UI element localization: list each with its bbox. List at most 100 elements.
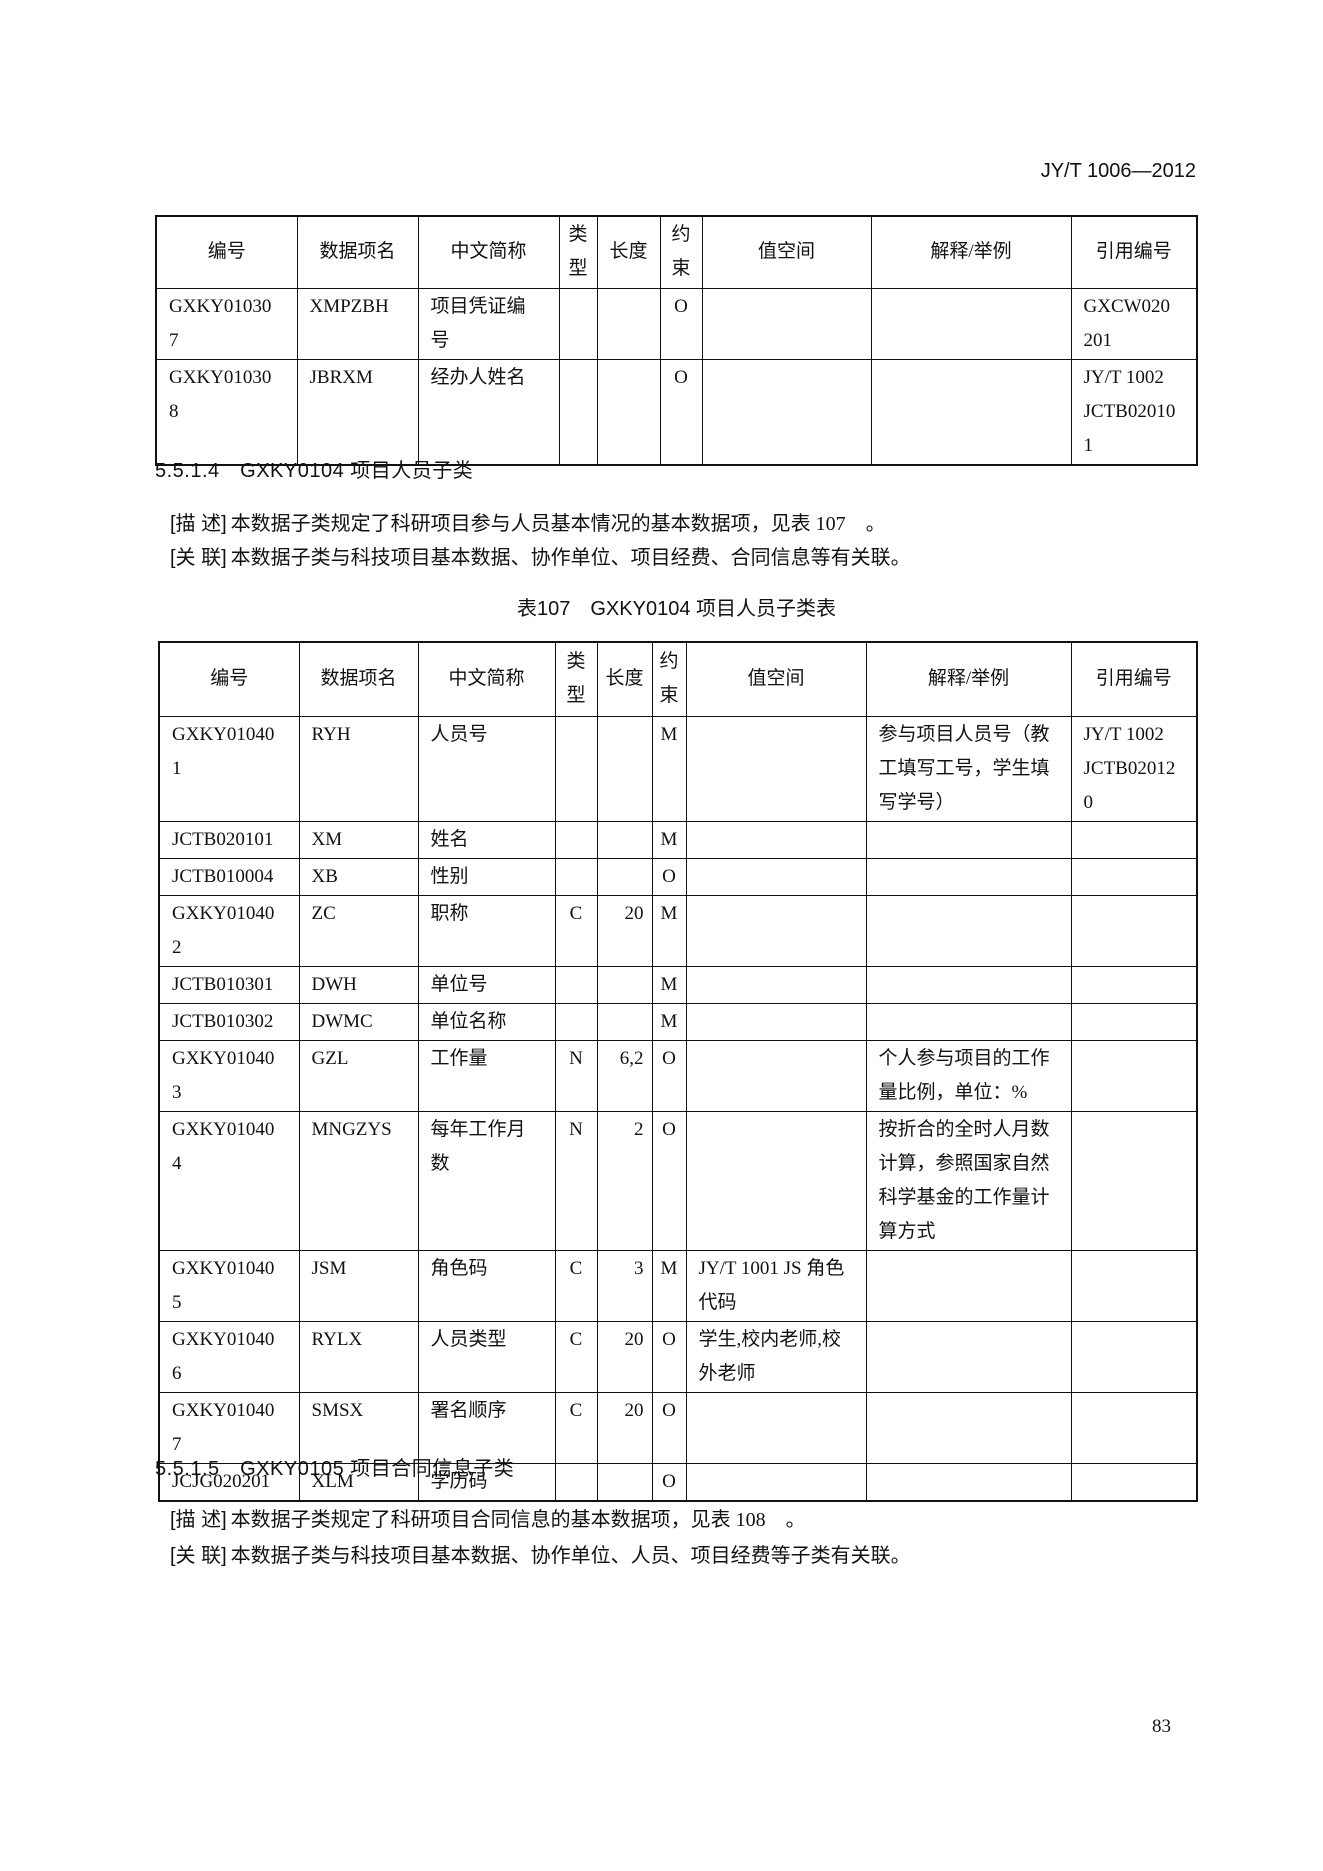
header-row: 编号 数据项名 中文简称 类型 长度 约束 值空间 解释/举例 引用编号: [155, 215, 1198, 289]
relation: [关 联] 本数据子类与科技项目基本数据、协作单位、人员、项目经费等子类有关联。: [170, 1539, 911, 1568]
header-cell: 值空间: [701, 215, 872, 289]
cell: 姓名: [417, 820, 556, 859]
data-table: 编号 数据项名 中文简称 类型 长度 约束 值空间 解释/举例 引用编号 GXKY010401 RY…: [158, 641, 1198, 1502]
cell: JCTB010004: [158, 857, 300, 896]
cell: RYLX: [298, 1320, 419, 1393]
cell: [865, 1462, 1072, 1501]
header-cell: 中文简称: [417, 641, 556, 717]
cell: O: [651, 1110, 687, 1251]
text: 本数据子类与科技项目基本数据、协作单位、项目经费、合同信息等有关联。: [230, 547, 911, 569]
cell: [865, 1249, 1072, 1322]
row: JCTB020101 XM 姓名 M: [158, 820, 1198, 859]
cell: SMSX: [298, 1391, 419, 1464]
row: GXKY010404 MNGZYS 每年工作月数 N 2 O 按折合的全时人月数计算，参照国…: [158, 1110, 1198, 1251]
cell: [1070, 1320, 1198, 1393]
cell: 20: [596, 1320, 653, 1393]
cell: O: [659, 358, 703, 465]
cell: 职称: [417, 894, 556, 967]
label: [关 联]: [170, 1545, 227, 1567]
text: 本数据子类与科技项目基本数据、协作单位、人员、项目经费等子类有关联。: [230, 1545, 911, 1567]
cell: [1070, 1249, 1198, 1322]
cell: JBRXM: [296, 358, 419, 465]
cell: [865, 1391, 1072, 1464]
cell: [558, 358, 598, 465]
cell: O: [651, 1462, 687, 1501]
cell: 6,2: [596, 1039, 653, 1112]
header-cell: 解释/举例: [870, 215, 1072, 289]
cell: [685, 1391, 867, 1464]
row: JCTB010302 DWMC 单位名称 M: [158, 1002, 1198, 1041]
header-cell: 中文简称: [417, 215, 560, 289]
cell: O: [651, 1391, 687, 1464]
header-cell: 引用编号: [1070, 215, 1198, 289]
cell: O: [659, 287, 703, 360]
cell: C: [554, 1249, 598, 1322]
cell: [685, 1002, 867, 1041]
cell: GXCW020201: [1070, 287, 1198, 360]
cell: 单位号: [417, 965, 556, 1004]
row: JCJG020201 XLM 学历码 O: [158, 1462, 1198, 1501]
cell: [596, 1462, 653, 1501]
cell: 3: [596, 1249, 653, 1322]
cell: 署名顺序: [417, 1391, 556, 1464]
text: 本数据子类规定了科研项目参与人员基本情况的基本数据项，见表 107 。: [230, 513, 886, 535]
cell: JY/T 1002 JCTB020101: [1070, 358, 1198, 465]
cell: JY/T 1001 JS 角色代码: [685, 1249, 867, 1322]
cell: XB: [298, 857, 419, 896]
row: GXKY010307 XMPZBH 项目凭证编号 O GXCW020201: [155, 287, 1198, 360]
label: [描 述]: [170, 1509, 227, 1531]
cell: N: [554, 1110, 598, 1251]
table-caption: 表107 GXKY0104 项目人员子类表: [517, 598, 836, 620]
page-number: 83: [1152, 1716, 1171, 1737]
row: GXKY010403 GZL 工作量 N 6,2 O 个人参与项目的工作量比例，单位：%: [158, 1039, 1198, 1112]
data-table: 编号 数据项名 中文简称 类型 长度 约束 值空间 解释/举例 引用编号 GXKY010307 XM…: [155, 215, 1198, 466]
cell: GXKY010404: [158, 1110, 300, 1251]
cell: RYH: [298, 715, 419, 822]
cell: [558, 287, 598, 360]
row: GXKY010402 ZC 职称 C 20 M: [158, 894, 1198, 967]
header-cell: 约束: [651, 641, 687, 717]
relation: [关 联] 本数据子类与科技项目基本数据、协作单位、项目经费、合同信息等有关联。: [170, 541, 911, 570]
cell: ZC: [298, 894, 419, 967]
cell: 经办人姓名: [417, 358, 560, 465]
header-cell: 类型: [558, 215, 598, 289]
cell: [870, 287, 1072, 360]
cell: [1070, 857, 1198, 896]
cell: [865, 1320, 1072, 1393]
description: [描 述] 本数据子类规定了科研项目合同信息的基本数据项，见表 108 。: [170, 1503, 806, 1532]
row: GXKY010308 JBRXM 经办人姓名 O JY/T 1002 JCTB02010…: [155, 358, 1198, 465]
cell: [701, 287, 872, 360]
cell: [865, 965, 1072, 1004]
cell: MNGZYS: [298, 1110, 419, 1251]
row: GXKY010406 RYLX 人员类型 C 20 O 学生,校内老师,校外老师: [158, 1320, 1198, 1393]
header-cell: 长度: [596, 641, 653, 717]
cell: [865, 857, 1072, 896]
header-cell: 引用编号: [1070, 641, 1198, 717]
row: GXKY010405 JSM 角色码 C 3 M JY/T 1001 JS 角色代码: [158, 1249, 1198, 1322]
cell: M: [651, 1002, 687, 1041]
cell: O: [651, 1320, 687, 1393]
cell: 个人参与项目的工作量比例，单位：%: [865, 1039, 1072, 1112]
cell: 学生,校内老师,校外老师: [685, 1320, 867, 1393]
cell: [596, 358, 661, 465]
cell: [596, 287, 661, 360]
doc-code: JY/T 1006—2012: [1040, 160, 1196, 182]
cell: [554, 1002, 598, 1041]
cell: N: [554, 1039, 598, 1112]
cell: C: [554, 1320, 598, 1393]
cell: [701, 358, 872, 465]
row: JCTB010004 XB 性别 O: [158, 857, 1198, 896]
cell: XM: [298, 820, 419, 859]
cell: 人员号: [417, 715, 556, 822]
cell: 工作量: [417, 1039, 556, 1112]
header-cell: 编号: [158, 641, 300, 717]
cell: O: [651, 1039, 687, 1112]
cell: 学历码: [417, 1462, 556, 1501]
cell: [685, 820, 867, 859]
cell: [870, 358, 1072, 465]
text: 本数据子类规定了科研项目合同信息的基本数据项，见表 108 。: [230, 1509, 806, 1531]
cell: XMPZBH: [296, 287, 419, 360]
header-cell: 类型: [554, 641, 598, 717]
cell: M: [651, 715, 687, 822]
cell: [554, 857, 598, 896]
